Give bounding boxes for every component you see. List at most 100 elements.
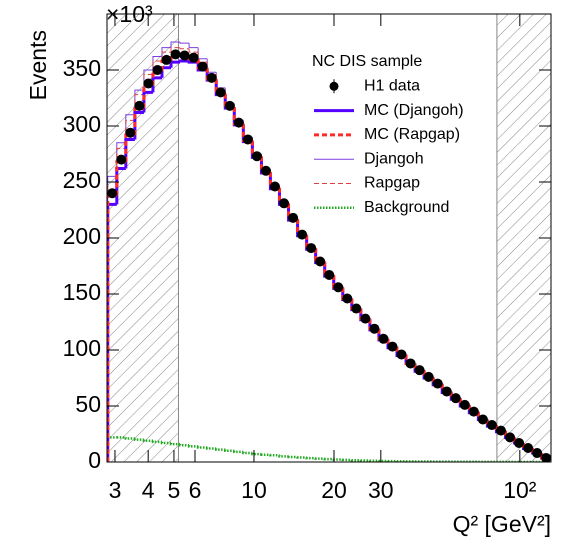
- data-point: [468, 406, 479, 417]
- data-point: [504, 432, 515, 443]
- data-point: [477, 414, 488, 425]
- data-point: [532, 448, 543, 459]
- data-point: [387, 341, 398, 352]
- data-point: [324, 269, 335, 280]
- histogram-bin: [196, 446, 208, 449]
- data-point: [450, 393, 461, 404]
- histogram-bin: [296, 456, 307, 459]
- histogram-bin: [178, 443, 190, 447]
- histogram-bin: [179, 47, 190, 50]
- data-point: [541, 452, 551, 462]
- data-point: [170, 49, 181, 60]
- data-point: [134, 100, 145, 111]
- histogram-bin: [133, 438, 144, 441]
- data-point: [486, 420, 497, 431]
- data-point: [215, 87, 226, 98]
- histogram-bin: [260, 453, 271, 456]
- y-tick-label: 250: [63, 167, 101, 193]
- y-tick-label: 350: [63, 55, 101, 81]
- data-point: [107, 188, 118, 199]
- data-point: [206, 72, 217, 83]
- legend-label: Rapgap: [364, 175, 420, 192]
- data-point: [315, 256, 326, 267]
- histogram-bin: [305, 456, 316, 460]
- histogram-bin: [124, 437, 135, 440]
- data-point: [423, 371, 434, 382]
- data-point: [297, 229, 308, 240]
- data-point: [152, 65, 163, 75]
- histogram-bin: [197, 47, 208, 60]
- data-point: [233, 117, 244, 128]
- histogram-bin: [395, 346, 407, 356]
- histogram-bin: [205, 447, 217, 450]
- data-point: [306, 243, 317, 254]
- histogram-bin: [224, 449, 235, 453]
- data-point: [396, 349, 407, 360]
- histogram-bin: [386, 338, 397, 349]
- y-tick-label: 100: [63, 335, 101, 361]
- histogram-bin: [476, 411, 488, 421]
- data-point: [288, 212, 299, 223]
- x-tick-label: 10²: [503, 477, 537, 503]
- histogram-bin: [170, 41, 181, 48]
- x-tick-label: 6: [189, 477, 202, 503]
- data-point: [441, 386, 452, 397]
- legend-label: MC (Rapgap): [364, 126, 460, 143]
- y-axis-label: Events: [25, 30, 51, 100]
- histogram-bin: [214, 448, 226, 451]
- legend-label: Djangoh: [364, 150, 424, 167]
- histogram-bin: [314, 457, 325, 460]
- data-point: [333, 282, 344, 293]
- data-point: [405, 358, 416, 369]
- histogram-bin: [179, 42, 190, 44]
- y-tick-label: 150: [63, 279, 101, 305]
- legend-title: NC DIS sample: [312, 53, 422, 70]
- data-point: [414, 365, 425, 376]
- x-tick-label: 4: [142, 477, 155, 503]
- histogram-bin: [169, 442, 181, 446]
- data-point: [242, 134, 253, 145]
- data-point: [188, 52, 199, 63]
- data-point: [342, 293, 353, 304]
- data-point: [269, 181, 280, 192]
- data-point: [179, 50, 190, 61]
- y-tick-label: 200: [63, 223, 101, 249]
- plot-layer: [107, 14, 551, 462]
- data-point: [495, 425, 506, 436]
- x-tick-label: 20: [321, 477, 347, 503]
- histogram-bin: [151, 76, 162, 93]
- histogram-bin: [161, 47, 172, 57]
- histogram-bin: [233, 450, 244, 454]
- x-tick-label: 3: [109, 477, 122, 503]
- data-point: [161, 54, 172, 65]
- histogram-bin: [269, 454, 280, 457]
- data-point: [251, 151, 262, 162]
- histogram-bin: [178, 59, 190, 63]
- histogram-bin: [143, 73, 153, 95]
- y-tick-label: 0: [88, 447, 101, 473]
- data-point: [125, 127, 136, 138]
- legend-marker: [329, 81, 339, 91]
- histogram-bin: [188, 43, 199, 49]
- histogram-bin: [287, 455, 298, 459]
- histogram-bin: [251, 452, 262, 456]
- legend-label: Background: [364, 199, 449, 216]
- histogram-bin: [242, 451, 253, 455]
- data-point: [278, 198, 289, 209]
- data-point: [523, 443, 534, 453]
- x-axis-label: Q² [GeV²]: [453, 511, 551, 537]
- y-tick-label: 300: [63, 111, 101, 137]
- y-tick-label: 50: [75, 391, 101, 417]
- histogram-bin: [440, 383, 452, 393]
- data-point: [432, 378, 443, 389]
- data-point: [378, 333, 389, 344]
- histogram-bin: [142, 439, 153, 442]
- data-point: [143, 78, 154, 89]
- x-tick-label: 5: [168, 477, 181, 503]
- histogram-bin: [160, 441, 172, 445]
- data-point: [360, 313, 371, 324]
- x-tick-label: 10: [241, 477, 267, 503]
- data-point: [197, 61, 208, 72]
- data-point: [369, 323, 380, 334]
- histogram-bin: [115, 160, 126, 196]
